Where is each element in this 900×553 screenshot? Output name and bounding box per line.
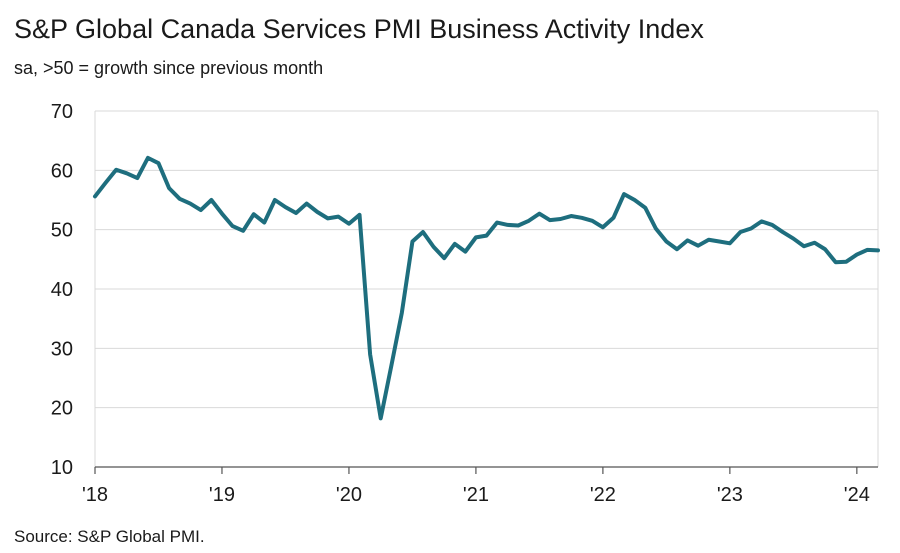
y-tick-label: 70 (51, 101, 73, 123)
chart-subtitle: sa, >50 = growth since previous month (14, 58, 324, 78)
series-line (93, 155, 880, 421)
x-tick-label: '23 (717, 484, 743, 506)
x-tick-label: '19 (209, 484, 235, 506)
source-note: Source: S&P Global PMI. (14, 527, 205, 546)
gridlines (95, 110, 878, 409)
x-tick-label: '20 (336, 484, 362, 506)
y-tick-label: 60 (51, 160, 73, 182)
y-tick-label: 20 (51, 398, 73, 420)
y-tick-label: 30 (51, 338, 73, 360)
y-tick-labels: 10 20 30 40 50 60 70 (51, 101, 73, 479)
x-tick-label: '18 (82, 484, 108, 506)
x-tick-label: '22 (590, 484, 616, 506)
y-tick-label: 10 (51, 457, 73, 479)
y-tick-label: 50 (51, 220, 73, 242)
chart-title: S&P Global Canada Services PMI Business … (14, 14, 704, 44)
series-lines (93, 155, 880, 421)
x-tick-label: '24 (844, 484, 870, 506)
y-tick-label: 40 (51, 279, 73, 301)
x-tick-labels: '18 '19 '20 '21 '22 '23 '24 (82, 484, 870, 506)
x-tick-label: '21 (463, 484, 489, 506)
axes (94, 111, 879, 474)
